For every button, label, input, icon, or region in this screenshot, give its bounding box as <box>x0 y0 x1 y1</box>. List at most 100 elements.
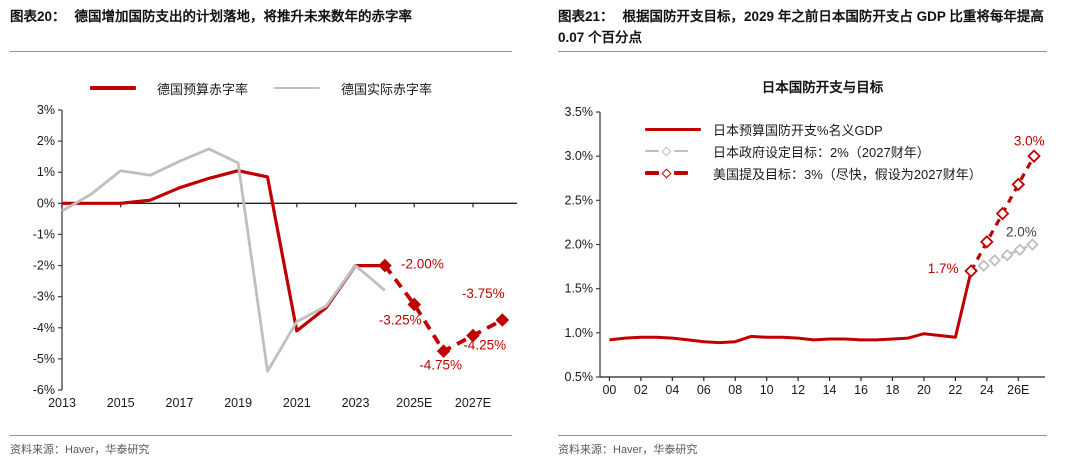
diamond-swatch <box>661 168 672 178</box>
marker-germany-budget-deficit-forecast <box>378 258 392 273</box>
data-label-0: 1.7% <box>928 261 959 276</box>
x-tick-label: 20 <box>917 383 931 397</box>
x-tick-label: 14 <box>823 383 837 397</box>
y-tick-label: -3% <box>33 290 55 304</box>
legend-marker-germany-budget-deficit <box>89 86 150 90</box>
figure-title: 根据国防开支目标，2029 年之前日本国防开支占 GDP 比重将每年提高 0.0… <box>558 9 1044 45</box>
marker-japan-gov-target-2pct <box>1026 238 1039 251</box>
x-tick-label: 26E <box>1007 383 1029 397</box>
x-tick-label: 10 <box>760 383 774 397</box>
y-tick-label: 3.5% <box>565 105 594 119</box>
chart-area-japan: 日本国防开支与目标 3.5% 3.0% 2.5% 2.0% 1.5% 1.0% 0.5% 00 0… <box>558 68 1047 418</box>
figure-header-germany: 图表20： 德国增加国防支出的计划落地，将推升未来数年的赤字率 <box>10 0 512 52</box>
data-label-4: -3.75% <box>462 286 505 301</box>
figure-title: 德国增加国防支出的计划落地，将推升未来数年的赤字率 <box>74 9 413 24</box>
data-label-3: -4.25% <box>463 337 506 352</box>
source-note: 资料来源：Haver，华泰研究 <box>558 444 698 456</box>
dash-swatch <box>645 171 659 175</box>
x-tick-label: 2013 <box>48 396 76 410</box>
y-tick-label: 1% <box>37 165 55 179</box>
legend-label: 美国提及目标：3%（尽快，假设为2027财年） <box>713 166 982 182</box>
figure-footer-japan: 资料来源：Haver，华泰研究 <box>558 435 1047 468</box>
marker-germany-budget-deficit-forecast <box>466 328 480 343</box>
y-tick-label: 0.5% <box>565 370 594 384</box>
legend-label: 日本政府设定目标：2%（2027财年） <box>713 144 930 160</box>
legend-item-germany-budget-deficit: 德国预算赤字率 <box>89 79 248 98</box>
x-tick-label: 2019 <box>224 396 252 410</box>
y-tick-label: -5% <box>33 352 55 366</box>
legend-item-germany-actual-deficit: 德国实际赤字率 <box>274 79 432 98</box>
marker-us-mentioned-target-3pct <box>1011 177 1026 192</box>
marker-germany-budget-deficit-forecast <box>436 344 451 358</box>
y-tick-label: 3% <box>37 103 55 117</box>
x-tick-label: 16 <box>854 383 868 397</box>
y-tick-label: 2% <box>37 134 55 148</box>
legend-marker-germany-actual-deficit <box>274 86 334 90</box>
y-tick-label: -6% <box>33 383 55 397</box>
x-tick-label: 2015 <box>107 396 135 410</box>
data-label-2: -4.75% <box>419 358 462 373</box>
x-tick-label: 06 <box>697 383 711 397</box>
dash-swatch <box>674 171 688 175</box>
chart-area-germany: 3% 2% 1% 0% -1% -2% -3% -4% -5% -6% 2013 2015 2017 20… <box>10 100 517 430</box>
data-label-2: 3.0% <box>1014 134 1045 149</box>
marker-germany-budget-deficit-forecast <box>407 297 422 312</box>
x-tick-label: 24 <box>980 383 994 397</box>
x-tick-label: 2021 <box>283 396 311 410</box>
x-tick-label: 22 <box>948 383 962 397</box>
y-tick-label: 3.0% <box>565 149 594 163</box>
figure-panel-japan: 图表21： 根据国防开支目标，2029 年之前日本国防开支占 GDP 比重将每年提… <box>540 0 1080 468</box>
series-germany-actual-deficit <box>61 147 386 373</box>
legend-label: 日本预算国防开支%名义GDP <box>713 122 883 138</box>
x-tick-label: 18 <box>886 383 900 397</box>
chart-title: 日本国防开支与目标 <box>762 79 884 95</box>
dash-swatch <box>674 149 688 153</box>
marker-us-mentioned-target-3pct <box>964 264 978 278</box>
y-tick-label: 1.0% <box>565 326 594 340</box>
legend-item-japan-defense-budget-pct-gdp: 日本预算国防开支%名义GDP <box>645 118 982 140</box>
data-label-1: 2.0% <box>1006 225 1037 240</box>
legend-marker-japan-gov-target-2pct <box>645 146 705 156</box>
legend-marker-us-mentioned-target-3pct <box>645 168 705 178</box>
line-swatch <box>89 86 136 90</box>
y-tick-label: 2.0% <box>565 238 594 252</box>
x-tick-label: 02 <box>634 383 648 397</box>
chart-legend-germany: 德国预算赤字率 德国实际赤字率 <box>10 78 512 98</box>
data-label-1: -3.25% <box>379 313 422 328</box>
x-tick-label: 2017 <box>166 396 194 410</box>
legend-marker-japan-defense-budget-pct-gdp <box>645 127 705 131</box>
germany-deficit-chart: 3% 2% 1% 0% -1% -2% -3% -4% -5% -6%2013 2015 2017 20… <box>33 103 517 410</box>
source-note: 资料来源：Haver，华泰研究 <box>10 444 150 456</box>
x-tick-label: 00 <box>602 383 616 397</box>
x-tick-label: 2023 <box>342 396 370 410</box>
y-tick-label: 0% <box>37 196 55 210</box>
marker-germany-budget-deficit-forecast <box>495 313 510 327</box>
diamond-swatch <box>661 146 672 156</box>
data-label-0: -2.00% <box>401 257 444 272</box>
figure-label: 图表20： <box>10 9 66 24</box>
marker-us-mentioned-target-3pct <box>995 206 1010 221</box>
marker-japan-gov-target-2pct <box>977 259 990 272</box>
dash-swatch <box>645 149 659 153</box>
marker-us-mentioned-target-3pct <box>1027 149 1041 163</box>
y-tick-label: 1.5% <box>565 282 594 296</box>
chart-legend-japan: 日本预算国防开支%名义GDP 日本政府设定目标：2%（2027财年） 美国提及目标：… <box>645 118 982 184</box>
x-tick-label: 04 <box>665 383 679 397</box>
series-japan-defense-budget-pct-gdp <box>609 270 973 345</box>
y-tick-label: -1% <box>33 227 55 241</box>
y-tick-label: 2.5% <box>565 193 594 207</box>
x-tick-label: 12 <box>791 383 805 397</box>
figure-label: 图表21： <box>558 9 614 24</box>
y-tick-label: -4% <box>33 321 55 335</box>
marker-us-mentioned-target-3pct <box>980 235 994 249</box>
y-tick-label: -2% <box>33 259 55 273</box>
figure-footer-germany: 资料来源：Haver，华泰研究 <box>10 435 512 468</box>
japan-defense-chart: 日本国防开支与目标 3.5% 3.0% 2.5% 2.0% 1.5% 1.0% 0.5% 00 0… <box>565 79 1045 397</box>
marker-japan-gov-target-2pct <box>988 254 1001 267</box>
series-germany-budget-deficit <box>62 169 385 333</box>
marker-japan-gov-target-2pct <box>1000 248 1014 262</box>
figure-header-japan: 图表21： 根据国防开支目标，2029 年之前日本国防开支占 GDP 比重将每年提… <box>558 0 1047 52</box>
x-tick-label: 08 <box>728 383 742 397</box>
line-swatch <box>645 127 701 131</box>
